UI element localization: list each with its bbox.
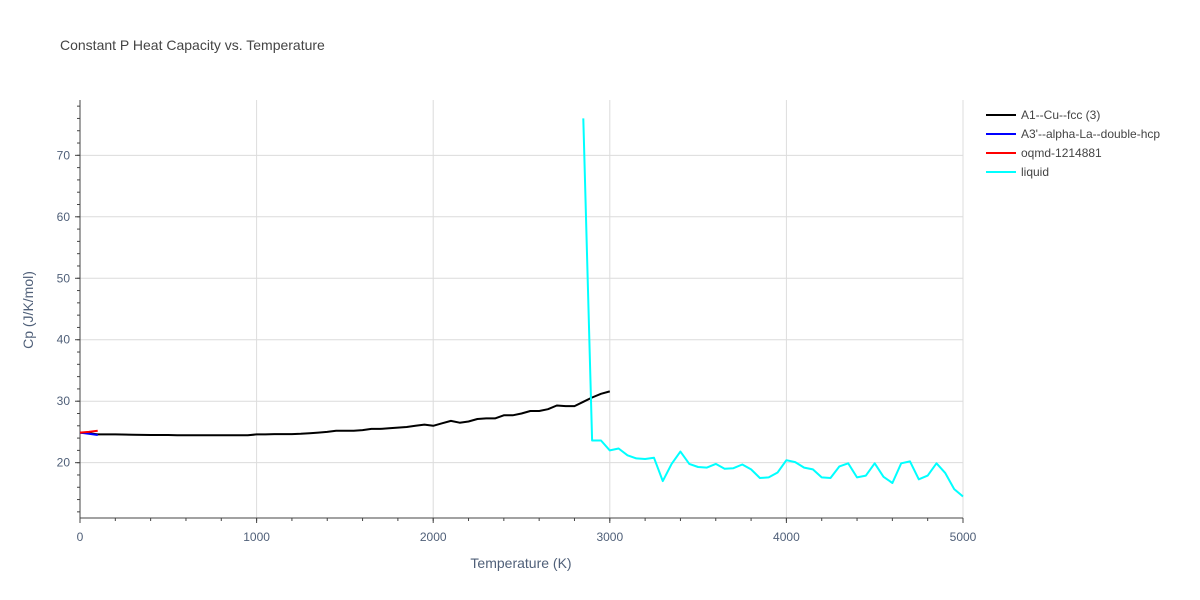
x-tick-label: 2000 bbox=[420, 530, 447, 544]
series-lines bbox=[79, 118, 964, 498]
legend: A1--Cu--fcc (3) A3'--alpha-La--double-hcp… bbox=[986, 108, 1160, 179]
y-tick-label: 40 bbox=[57, 333, 71, 347]
legend-label: A1--Cu--fcc (3) bbox=[1021, 108, 1100, 122]
legend-label: liquid bbox=[1021, 165, 1049, 179]
y-tick-label: 60 bbox=[57, 210, 71, 224]
y-axis-title: Cp (J/K/mol) bbox=[20, 271, 36, 349]
series-line bbox=[79, 390, 611, 437]
chart-title: Constant P Heat Capacity vs. Temperature bbox=[60, 37, 325, 53]
x-tick-label: 5000 bbox=[950, 530, 977, 544]
axes: 20 30 40 50 60 70 0 1000 2000 3000 4000 5000 bbox=[57, 100, 977, 544]
x-tick-label: 3000 bbox=[596, 530, 623, 544]
y-tick-label: 50 bbox=[57, 271, 71, 285]
x-tick-label: 4000 bbox=[773, 530, 800, 544]
x-axis-title: Temperature (K) bbox=[470, 555, 571, 571]
legend-label: oqmd-1214881 bbox=[1021, 146, 1102, 160]
x-tick-label: 1000 bbox=[243, 530, 270, 544]
legend-label: A3'--alpha-La--double-hcp bbox=[1021, 127, 1160, 141]
x-tick-label: 0 bbox=[77, 530, 84, 544]
y-tick-label: 20 bbox=[57, 456, 71, 470]
y-tick-label: 30 bbox=[57, 394, 71, 408]
series-line bbox=[582, 118, 964, 498]
gridlines bbox=[80, 100, 964, 518]
y-tick-label: 70 bbox=[57, 148, 71, 162]
series-line bbox=[79, 429, 98, 434]
